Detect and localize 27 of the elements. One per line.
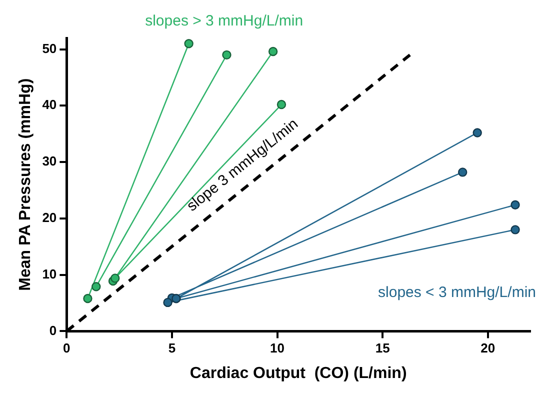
x-tick-label: 20 <box>480 340 496 356</box>
series-label: slopes < 3 mmHg/L/min <box>378 284 536 302</box>
point <box>83 294 92 304</box>
point <box>510 200 520 210</box>
point <box>163 298 172 308</box>
point <box>510 225 520 234</box>
y-tick-label: 10 <box>42 266 57 282</box>
x-axis-title: Cardiac Output (CO) (L/min) <box>190 364 407 382</box>
y-axis-title: Mean PA Pressures (mmHg) <box>17 78 34 291</box>
point <box>458 168 468 177</box>
point <box>222 50 232 60</box>
x-tick-label: 15 <box>375 340 390 356</box>
x-tick-label: 5 <box>168 340 176 356</box>
point <box>276 100 286 110</box>
point <box>110 274 120 283</box>
point <box>472 128 482 138</box>
point <box>268 46 278 56</box>
x-tick-label: 0 <box>63 340 70 356</box>
point <box>184 39 194 48</box>
point <box>92 282 101 292</box>
y-tick-label: 0 <box>49 322 57 338</box>
x-tick-label: 10 <box>270 340 285 356</box>
y-tick-label: 50 <box>42 40 57 56</box>
series-label: slopes > 3 mmHg/L/min <box>145 12 304 30</box>
y-tick-label: 40 <box>42 97 57 112</box>
y-tick-label: 30 <box>42 154 57 169</box>
y-tick-label: 20 <box>42 210 57 226</box>
